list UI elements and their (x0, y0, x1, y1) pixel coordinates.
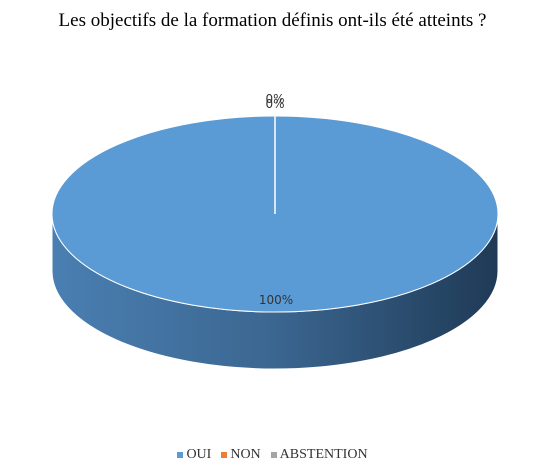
legend-item-oui: OUI (177, 447, 211, 463)
chart-legend: OUI NON ABSTENTION (0, 447, 545, 463)
legend-swatch (270, 452, 277, 458)
legend-label: NON (230, 447, 261, 462)
data-label-non: 0% (265, 97, 284, 111)
legend-item-non: NON (221, 447, 261, 463)
chart-title: Les objectifs de la formation définis on… (58, 10, 487, 31)
data-label-abstention: 0% (265, 92, 284, 106)
legend-item-abstention: ABSTENTION (270, 447, 368, 463)
legend-swatch (177, 452, 184, 458)
legend-swatch (221, 452, 228, 458)
data-label-oui: 100% (259, 293, 293, 307)
legend-label: OUI (186, 447, 212, 462)
legend-label: ABSTENTION (279, 447, 368, 462)
